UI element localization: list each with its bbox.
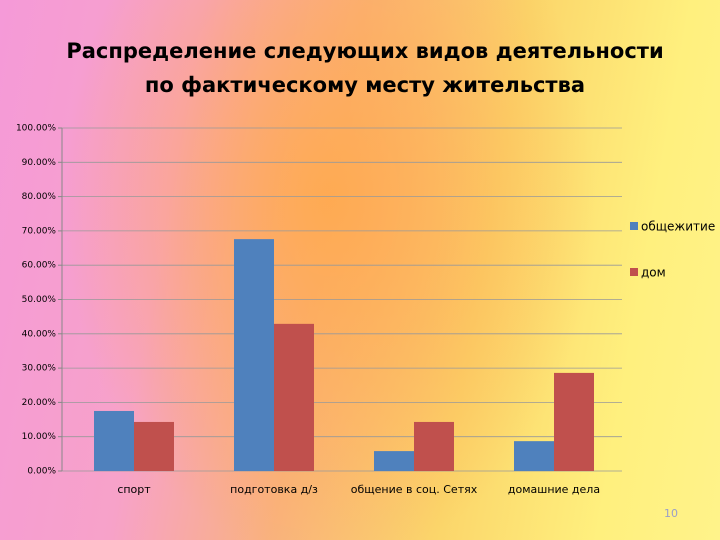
bar: [514, 441, 554, 471]
y-tick-label: 90.00%: [22, 158, 57, 168]
page-number: 10: [664, 507, 678, 520]
y-tick-label: 60.00%: [22, 261, 57, 271]
y-tick-label: 70.00%: [22, 226, 57, 236]
bar: [374, 451, 414, 471]
y-tick-label: 50.00%: [22, 295, 57, 305]
legend-swatch: [630, 222, 638, 230]
bar: [414, 421, 454, 471]
bar: [274, 323, 314, 471]
y-tick-label: 20.00%: [22, 398, 57, 408]
y-tick-label: 80.00%: [22, 192, 57, 202]
y-tick-label: 30.00%: [22, 364, 57, 374]
y-tick-label: 0.00%: [27, 467, 56, 477]
x-tick-label: общение в соц. Сетях: [351, 483, 478, 496]
bar: [234, 239, 274, 471]
x-tick-label: подготовка д/з: [230, 483, 318, 496]
bar: [554, 372, 594, 471]
chart-subtitle: по фактическому месту жительства: [145, 73, 585, 97]
x-tick-label: спорт: [117, 483, 151, 496]
legend-swatch: [630, 268, 638, 276]
chart-title: Распределение следующих видов деятельнос…: [66, 39, 663, 63]
y-tick-label: 100.00%: [16, 124, 56, 134]
y-tick-label: 40.00%: [22, 329, 57, 339]
legend-label: общежитие: [641, 220, 715, 234]
legend-label: дом: [641, 266, 666, 280]
x-tick-label: домашние дела: [508, 483, 600, 496]
y-tick-label: 10.00%: [22, 432, 57, 442]
bar: [134, 421, 174, 471]
bar: [94, 410, 134, 471]
